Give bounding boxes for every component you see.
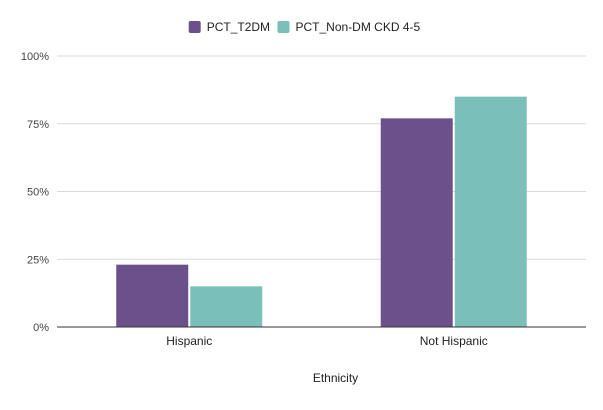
- bar: [190, 286, 263, 327]
- legend-swatch: [188, 21, 201, 33]
- legend-label: PCT_T2DM: [207, 20, 270, 34]
- y-tick-label: 25%: [27, 254, 49, 266]
- x-tick-label: Hispanic: [166, 334, 212, 348]
- y-tick-label: 75%: [27, 119, 49, 131]
- y-axis-tick-labels: 0% 25% 50% 75% 100%: [21, 51, 49, 334]
- bar: [454, 96, 527, 328]
- x-axis-title: Ethnicity: [313, 371, 358, 385]
- y-tick-label: 0%: [33, 322, 49, 334]
- bar: [116, 264, 189, 327]
- y-tick-label: 100%: [21, 51, 49, 63]
- y-tick-label: 50%: [27, 187, 49, 199]
- bar: [380, 118, 453, 327]
- legend: PCT_T2DM PCT_Non-DM CKD 4-5: [188, 20, 421, 34]
- x-axis-tick-labels: Hispanic Not Hispanic: [166, 334, 488, 348]
- legend-swatch: [277, 21, 290, 33]
- x-tick-label: Not Hispanic: [420, 334, 488, 348]
- bars: [116, 96, 527, 328]
- legend-label: PCT_Non-DM CKD 4-5: [296, 20, 421, 34]
